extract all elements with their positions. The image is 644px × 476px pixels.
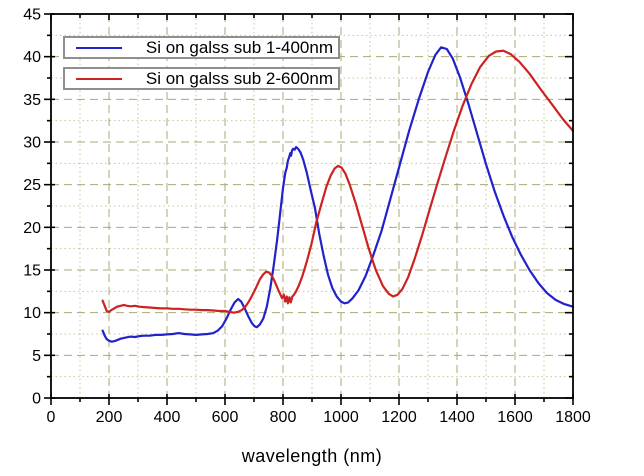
x-tick-label: 0 (47, 409, 56, 426)
x-tick-label: 800 (270, 409, 297, 426)
y-tick-label: 0 (32, 391, 41, 408)
tick-labels: 0 200 400 600 800 1000 1200 1400 1600 1800 0 5 10 15 2… (23, 7, 591, 427)
y-tick-label: 40 (23, 49, 41, 66)
y-tick-label: 30 (23, 135, 41, 152)
grid-lines (51, 14, 573, 398)
x-tick-label: 1400 (439, 409, 475, 426)
x-tick-label: 1200 (381, 409, 417, 426)
x-tick-label: 600 (212, 409, 239, 426)
y-tick-label: 15 (23, 263, 41, 280)
legend-label-series2: Si on galss sub 2-600nm (145, 68, 333, 88)
y-tick-label: 10 (23, 305, 41, 322)
legend-line-sample-red (76, 77, 122, 80)
x-tick-label: 1600 (497, 409, 533, 426)
legend-label-series1: Si on galss sub 1-400nm (145, 37, 333, 57)
legend-entry-series2: Si on galss sub 2-600nm (63, 67, 340, 90)
x-tick-label: 1800 (555, 409, 591, 426)
x-axis-title: wavelength (nm) (241, 446, 383, 466)
series-curve-1 (101, 46, 575, 343)
y-tick-label: 5 (32, 348, 41, 365)
y-tick-label: 20 (23, 220, 41, 237)
x-tick-label: 200 (96, 409, 123, 426)
legend-line-sample-blue (76, 46, 122, 49)
x-tick-label: 1000 (323, 409, 359, 426)
data-curves (101, 46, 575, 343)
axis-ticks (44, 13, 574, 405)
y-tick-label: 45 (23, 7, 41, 24)
legend-entry-series1: Si on galss sub 1-400nm (63, 36, 340, 59)
y-tick-label: 25 (23, 177, 41, 194)
y-tick-label: 35 (23, 92, 41, 109)
series-curve-2 (101, 49, 575, 314)
x-tick-label: 400 (154, 409, 181, 426)
